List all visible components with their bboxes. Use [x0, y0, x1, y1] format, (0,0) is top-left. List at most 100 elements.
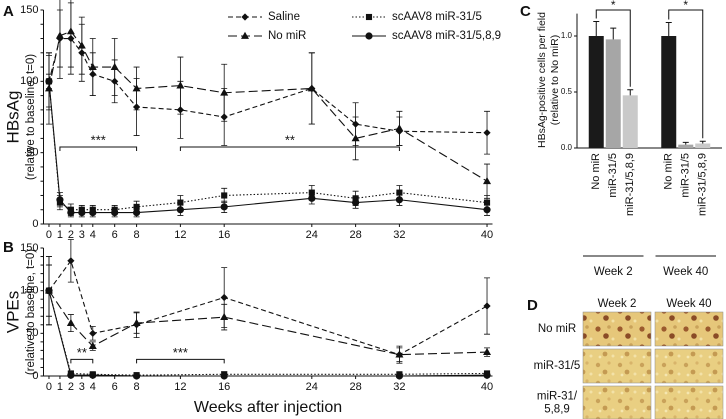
marker: [483, 206, 491, 214]
y-axis-subtitle: (relative to baseline, t=0): [25, 249, 37, 375]
x-tick-label: 12: [174, 381, 186, 393]
x-tick-label: 0: [46, 381, 52, 393]
row-label: No miR: [538, 323, 576, 335]
marker: [45, 77, 53, 85]
significance-label: **: [77, 345, 87, 360]
marker: [307, 84, 316, 92]
marker: [78, 208, 86, 217]
error-bar: [627, 89, 634, 96]
group-label: Week 2: [594, 266, 633, 278]
error-bar: [665, 22, 672, 36]
bar-category-label: No miR: [663, 153, 675, 190]
marker: [111, 208, 119, 217]
marker: [308, 194, 316, 202]
bar-category-label: No miR: [590, 153, 602, 190]
significance-label: ***: [91, 132, 106, 147]
y-tick-label: 50: [26, 327, 38, 339]
x-tick-label: 4: [90, 381, 96, 393]
x-tick-label: 0: [46, 229, 52, 241]
marker: [483, 347, 492, 355]
y-tick-label: 100: [20, 75, 38, 87]
marker: [483, 302, 491, 310]
y-tick-label: 50: [26, 147, 38, 159]
y-tick-label: 150: [20, 242, 38, 254]
marker: [483, 199, 491, 206]
x-tick-label: 40: [481, 381, 493, 393]
y-tick-label: 100: [20, 285, 38, 297]
x-tick-label: 28: [349, 381, 361, 393]
marker: [55, 31, 64, 39]
marker: [220, 293, 228, 302]
x-tick-label: 6: [112, 381, 118, 393]
marker: [220, 372, 228, 380]
x-tick-label: 28: [349, 229, 361, 241]
row-label: 5,8,9: [544, 404, 570, 416]
legend-label: scAAV8 miR-31/5: [392, 11, 482, 23]
significance-bracket: [136, 358, 225, 364]
significance-label: *: [683, 0, 688, 12]
marker: [395, 372, 404, 380]
significance-label: **: [285, 132, 295, 147]
marker: [483, 129, 491, 137]
marker: [220, 88, 229, 96]
marker: [88, 341, 97, 350]
bar-category-label: miR-31/5: [680, 153, 692, 198]
legend-marker: [241, 31, 249, 39]
panel-d-images: [582, 311, 724, 419]
error-bar: [699, 140, 706, 144]
y-axis-title: HBsAg-positive cells per field: [536, 12, 548, 148]
bar: [695, 143, 711, 148]
x-tick-label: 32: [393, 381, 405, 393]
bar-category-label: miR-31/5: [607, 153, 619, 198]
bar: [661, 36, 677, 148]
column-header: Week 2: [598, 298, 637, 310]
x-tick-label: 3: [79, 381, 85, 393]
marker: [351, 134, 360, 142]
marker: [483, 177, 492, 185]
marker: [220, 203, 228, 211]
significance-label: *: [611, 0, 616, 12]
x-tick-label: 16: [218, 381, 230, 393]
significance-bracket: [668, 9, 704, 139]
significance-label: ***: [173, 345, 188, 360]
marker: [177, 199, 184, 206]
x-tick-label: 32: [393, 229, 405, 241]
marker: [66, 318, 75, 326]
significance-bracket: [595, 9, 631, 87]
x-tick-label: 12: [174, 229, 186, 241]
marker: [395, 350, 404, 358]
marker: [89, 208, 97, 217]
x-tick-label: 16: [218, 229, 230, 241]
marker: [56, 196, 64, 204]
panel-letter: B: [3, 239, 14, 256]
panel-letter: A: [3, 3, 14, 20]
series-line: [48, 290, 488, 356]
x-tick-label: 8: [134, 381, 140, 393]
series-line: [48, 290, 488, 377]
marker: [66, 27, 75, 35]
x-tick-label: 1: [57, 381, 63, 393]
y-tick-label: 150: [20, 4, 38, 16]
x-tick-label: 40: [481, 229, 493, 241]
y-axis-title: VPEs: [3, 291, 22, 334]
marker: [89, 329, 97, 337]
y-tick-label: 0.0: [561, 143, 573, 152]
x-tick-label: 24: [306, 381, 318, 393]
panel-letter: C: [520, 3, 531, 20]
legend-label: No miR: [268, 30, 306, 42]
error-bar: [593, 20, 600, 36]
marker: [396, 189, 403, 196]
y-tick-label: 0.5: [561, 87, 573, 96]
legend-label: scAAV8 miR-31/5,8,9: [392, 30, 501, 42]
series-line: [48, 259, 488, 356]
row-label: miR-31/5: [534, 360, 581, 372]
x-tick-label: 24: [306, 229, 318, 241]
x-tick-label: 3: [79, 229, 85, 241]
y-axis-title: HBsAg: [3, 91, 22, 144]
marker: [132, 318, 141, 326]
marker: [88, 62, 97, 70]
error-bar: [682, 141, 689, 145]
marker: [483, 371, 491, 379]
significance-bracket: [59, 146, 138, 151]
